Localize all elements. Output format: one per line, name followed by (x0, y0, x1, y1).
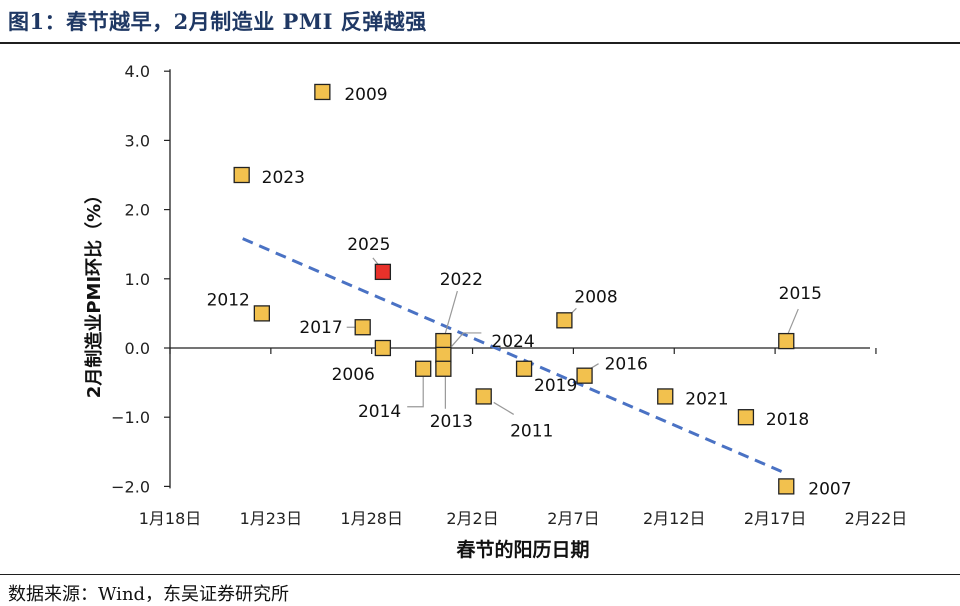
point-label-2014: 2014 (358, 402, 401, 422)
x-tick-label: 1月18日 (139, 509, 202, 528)
point-label-2013: 2013 (430, 412, 473, 432)
point-label-2016: 2016 (605, 355, 648, 375)
data-point-2008 (556, 312, 573, 329)
data-point-2011 (475, 388, 492, 405)
point-label-2023: 2023 (262, 168, 305, 188)
data-point-2023 (233, 166, 250, 184)
x-tick-label: 2月22日 (845, 509, 908, 528)
data-point-2015 (778, 332, 795, 350)
data-point-2014 (415, 360, 432, 377)
leader-line-2014 (407, 376, 424, 408)
point-label-2011: 2011 (510, 421, 553, 441)
y-tick-label: 3.0 (125, 131, 150, 150)
point-label-2015: 2015 (779, 284, 822, 304)
data-point-2024 (435, 346, 452, 364)
source-divider (0, 574, 960, 575)
data-point-2017 (354, 319, 371, 336)
x-tick-label: 2月12日 (643, 509, 706, 528)
data-point-2013 (435, 360, 452, 377)
trendline (242, 237, 788, 476)
figure-title: 图1：春节越早，2月制造业 PMI 反弹越强 (8, 9, 427, 34)
y-tick-label: 1.0 (125, 270, 150, 289)
point-label-2012: 2012 (207, 290, 250, 310)
leader-line-2015 (787, 308, 799, 334)
data-point-2019 (515, 360, 533, 377)
point-label-2025: 2025 (347, 235, 390, 255)
y-tick-label: 0.0 (125, 339, 150, 358)
point-label-2024: 2024 (491, 332, 534, 352)
x-tick-label: 1月28日 (340, 509, 403, 528)
y-tick-label: −2.0 (111, 477, 150, 496)
data-point-2018 (737, 409, 755, 426)
y-tick-label: 4.0 (125, 62, 150, 81)
data-point-2025 (374, 263, 392, 281)
leader-line-2011 (493, 401, 515, 415)
data-point-2009 (314, 83, 331, 101)
x-axis-title: 春节的阳历日期 (456, 538, 589, 561)
point-label-2018: 2018 (766, 410, 809, 430)
x-tick-label: 1月23日 (240, 509, 303, 528)
point-label-2007: 2007 (808, 479, 851, 499)
data-point-2006 (374, 339, 392, 357)
y-tick-label: −1.0 (111, 408, 150, 427)
data-point-2022 (435, 332, 452, 350)
point-label-2017: 2017 (299, 318, 342, 338)
y-axis-title: 2月制造业PMI环比（%） (83, 186, 105, 398)
point-label-2021: 2021 (685, 389, 728, 409)
x-tick-label: 2月2日 (446, 509, 498, 528)
point-label-2009: 2009 (344, 85, 387, 105)
point-label-2022: 2022 (440, 270, 483, 290)
data-point-2016 (576, 367, 593, 384)
leader-line-2024 (448, 332, 482, 350)
point-label-2019: 2019 (534, 376, 577, 396)
point-label-2006: 2006 (332, 365, 375, 385)
y-tick-label: 2.0 (125, 201, 150, 220)
point-label-2008: 2008 (574, 287, 617, 307)
data-point-2012 (253, 305, 271, 322)
leader-line-2022 (444, 290, 458, 334)
title-divider (0, 42, 960, 44)
x-tick-label: 2月17日 (744, 509, 807, 528)
scatter-chart: 4.0 3.0 2.0 1.0 0.0 −1.0 −2.0 1月18日 1月23日 1月28日 2月… (83, 62, 908, 561)
source-note: 数据来源：Wind，东吴证券研究所 (8, 584, 290, 605)
data-point-2007 (778, 478, 795, 495)
x-tick-label: 2月7日 (547, 509, 599, 528)
data-point-2021 (657, 388, 674, 405)
